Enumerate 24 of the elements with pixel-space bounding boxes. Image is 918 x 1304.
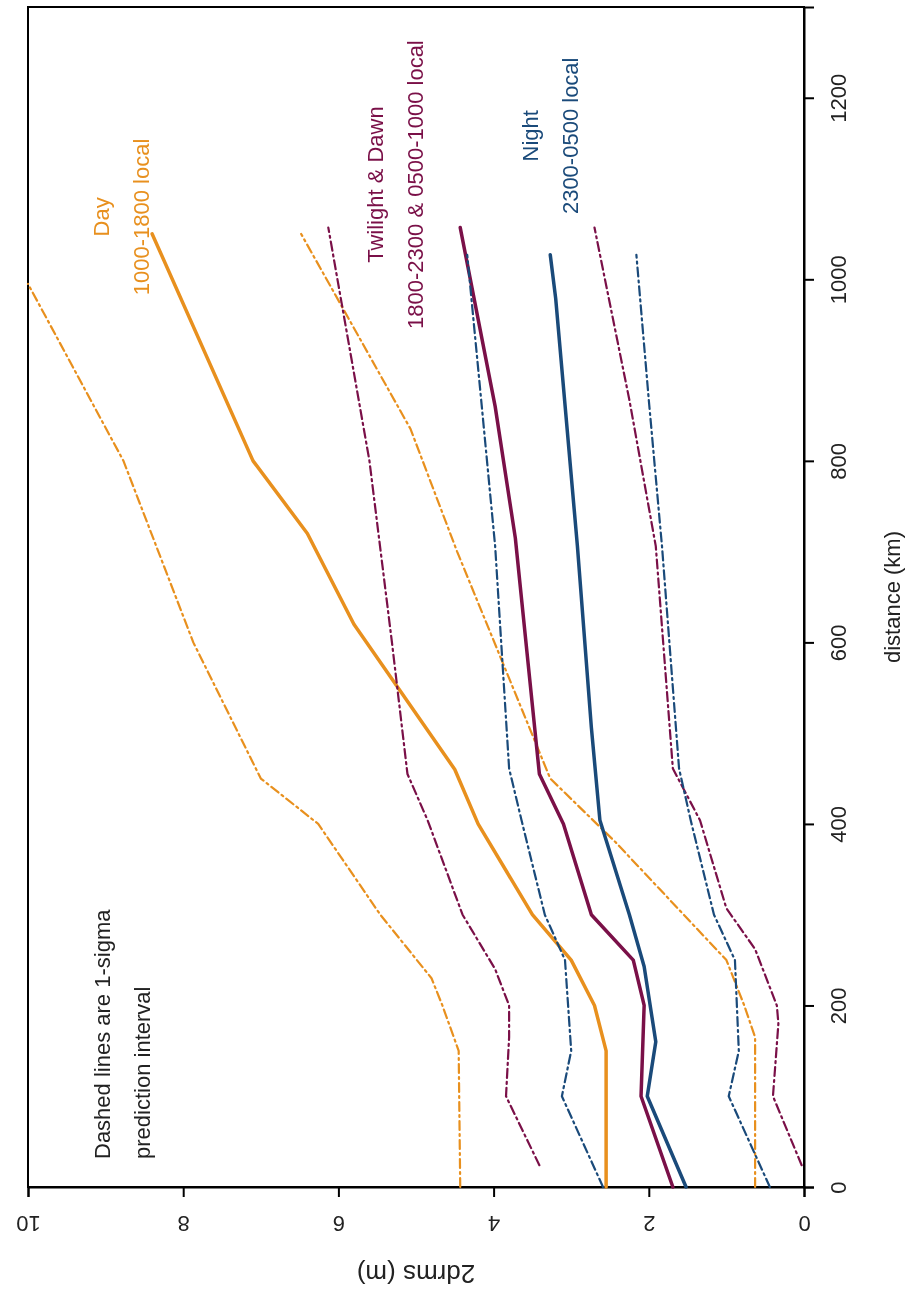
line-series [593, 226, 803, 1167]
y-tick-label: 800 [825, 442, 851, 480]
line-series [635, 253, 771, 1189]
x-tick-label: 2 [643, 1210, 656, 1236]
line-series [458, 225, 675, 1189]
x-tick-label: 0 [798, 1210, 811, 1236]
text: Day 1000-1800 local [88, 138, 154, 296]
y-tick-label: 1000 [825, 255, 851, 305]
annotation: Dashed lines are 1-sigma prediction interval [90, 908, 155, 1159]
line-series [548, 253, 688, 1189]
y-tick-label: 600 [825, 624, 851, 662]
x-tick-label: 4 [487, 1210, 501, 1236]
x-tick-label: 8 [177, 1210, 190, 1236]
y-axis-title: distance (km) [879, 530, 905, 664]
y-tick-label: 200 [825, 987, 851, 1025]
y-tick-label: 400 [825, 806, 851, 843]
y-tick-label: 1200 [825, 73, 851, 123]
x-tick-label: 6 [332, 1210, 346, 1236]
text: Night 2300-0500 local [517, 57, 583, 215]
x-tick-label: 10 [16, 1210, 41, 1236]
x-axis-title: 2drms (m) [356, 1259, 476, 1289]
line-series [466, 253, 605, 1189]
text: Twilight & Dawn 1800-2300 & 0500-1000 local [362, 40, 428, 329]
y-tick-label: 0 [825, 1181, 851, 1194]
